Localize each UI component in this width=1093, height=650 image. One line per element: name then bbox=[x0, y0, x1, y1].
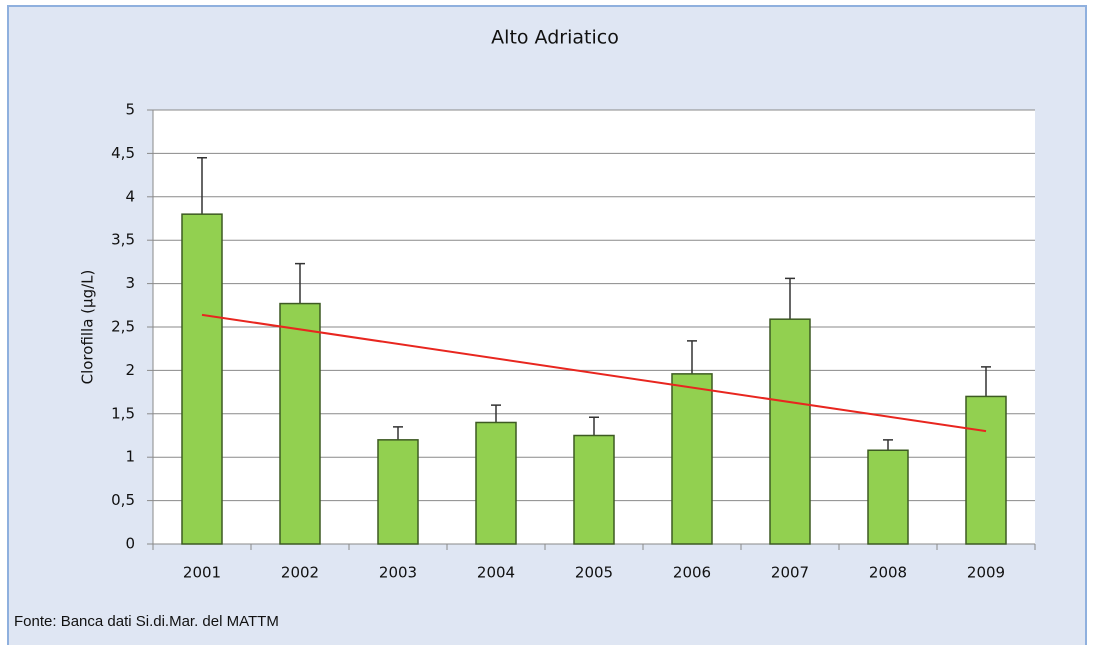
y-tick-label: 1,5 bbox=[111, 404, 135, 422]
x-tick-label: 2009 bbox=[967, 564, 1005, 582]
x-tick-label: 2006 bbox=[673, 564, 711, 582]
error-bar bbox=[393, 426, 403, 440]
bar bbox=[769, 318, 811, 545]
x-tick-label: 2007 bbox=[771, 564, 809, 582]
error-bar bbox=[687, 340, 697, 374]
error-bar bbox=[785, 277, 795, 320]
y-tick-label: 1 bbox=[125, 448, 135, 466]
y-tick-label: 0 bbox=[125, 535, 135, 553]
y-tick-label: 4,5 bbox=[111, 144, 135, 162]
x-tick-label: 2001 bbox=[183, 564, 221, 582]
chart-title: Alto Adriatico bbox=[491, 27, 619, 49]
error-bar bbox=[883, 439, 893, 451]
x-tick-label: 2008 bbox=[869, 564, 907, 582]
x-tick-label: 2005 bbox=[575, 564, 613, 582]
bar bbox=[377, 439, 419, 545]
bar bbox=[475, 421, 517, 545]
y-tick-label: 3 bbox=[125, 274, 135, 292]
error-bar bbox=[197, 156, 207, 215]
x-tick-label: 2004 bbox=[477, 564, 515, 582]
error-bar bbox=[981, 366, 991, 397]
bar bbox=[965, 395, 1007, 545]
y-tick-label: 4 bbox=[125, 187, 135, 205]
x-tick-label: 2003 bbox=[379, 564, 417, 582]
error-bar bbox=[589, 416, 599, 436]
bar bbox=[573, 434, 615, 545]
y-axis-label: Clorofilla (µg/L) bbox=[79, 270, 97, 385]
bar bbox=[279, 302, 321, 545]
x-tick-label: 2002 bbox=[281, 564, 319, 582]
y-tick-label: 3,5 bbox=[111, 231, 135, 249]
bar bbox=[867, 449, 909, 545]
error-bar bbox=[491, 404, 501, 423]
source-note: Fonte: Banca dati Si.di.Mar. del MATTM bbox=[14, 613, 279, 630]
y-tick-label: 2,5 bbox=[111, 318, 135, 336]
y-tick-label: 0,5 bbox=[111, 491, 135, 509]
trend-line bbox=[201, 313, 987, 433]
frame bbox=[7, 5, 1087, 650]
bar bbox=[671, 373, 713, 545]
error-bar bbox=[295, 262, 305, 304]
y-tick-label: 2 bbox=[125, 361, 135, 379]
y-tick-label: 5 bbox=[125, 101, 135, 119]
bar bbox=[181, 213, 223, 545]
